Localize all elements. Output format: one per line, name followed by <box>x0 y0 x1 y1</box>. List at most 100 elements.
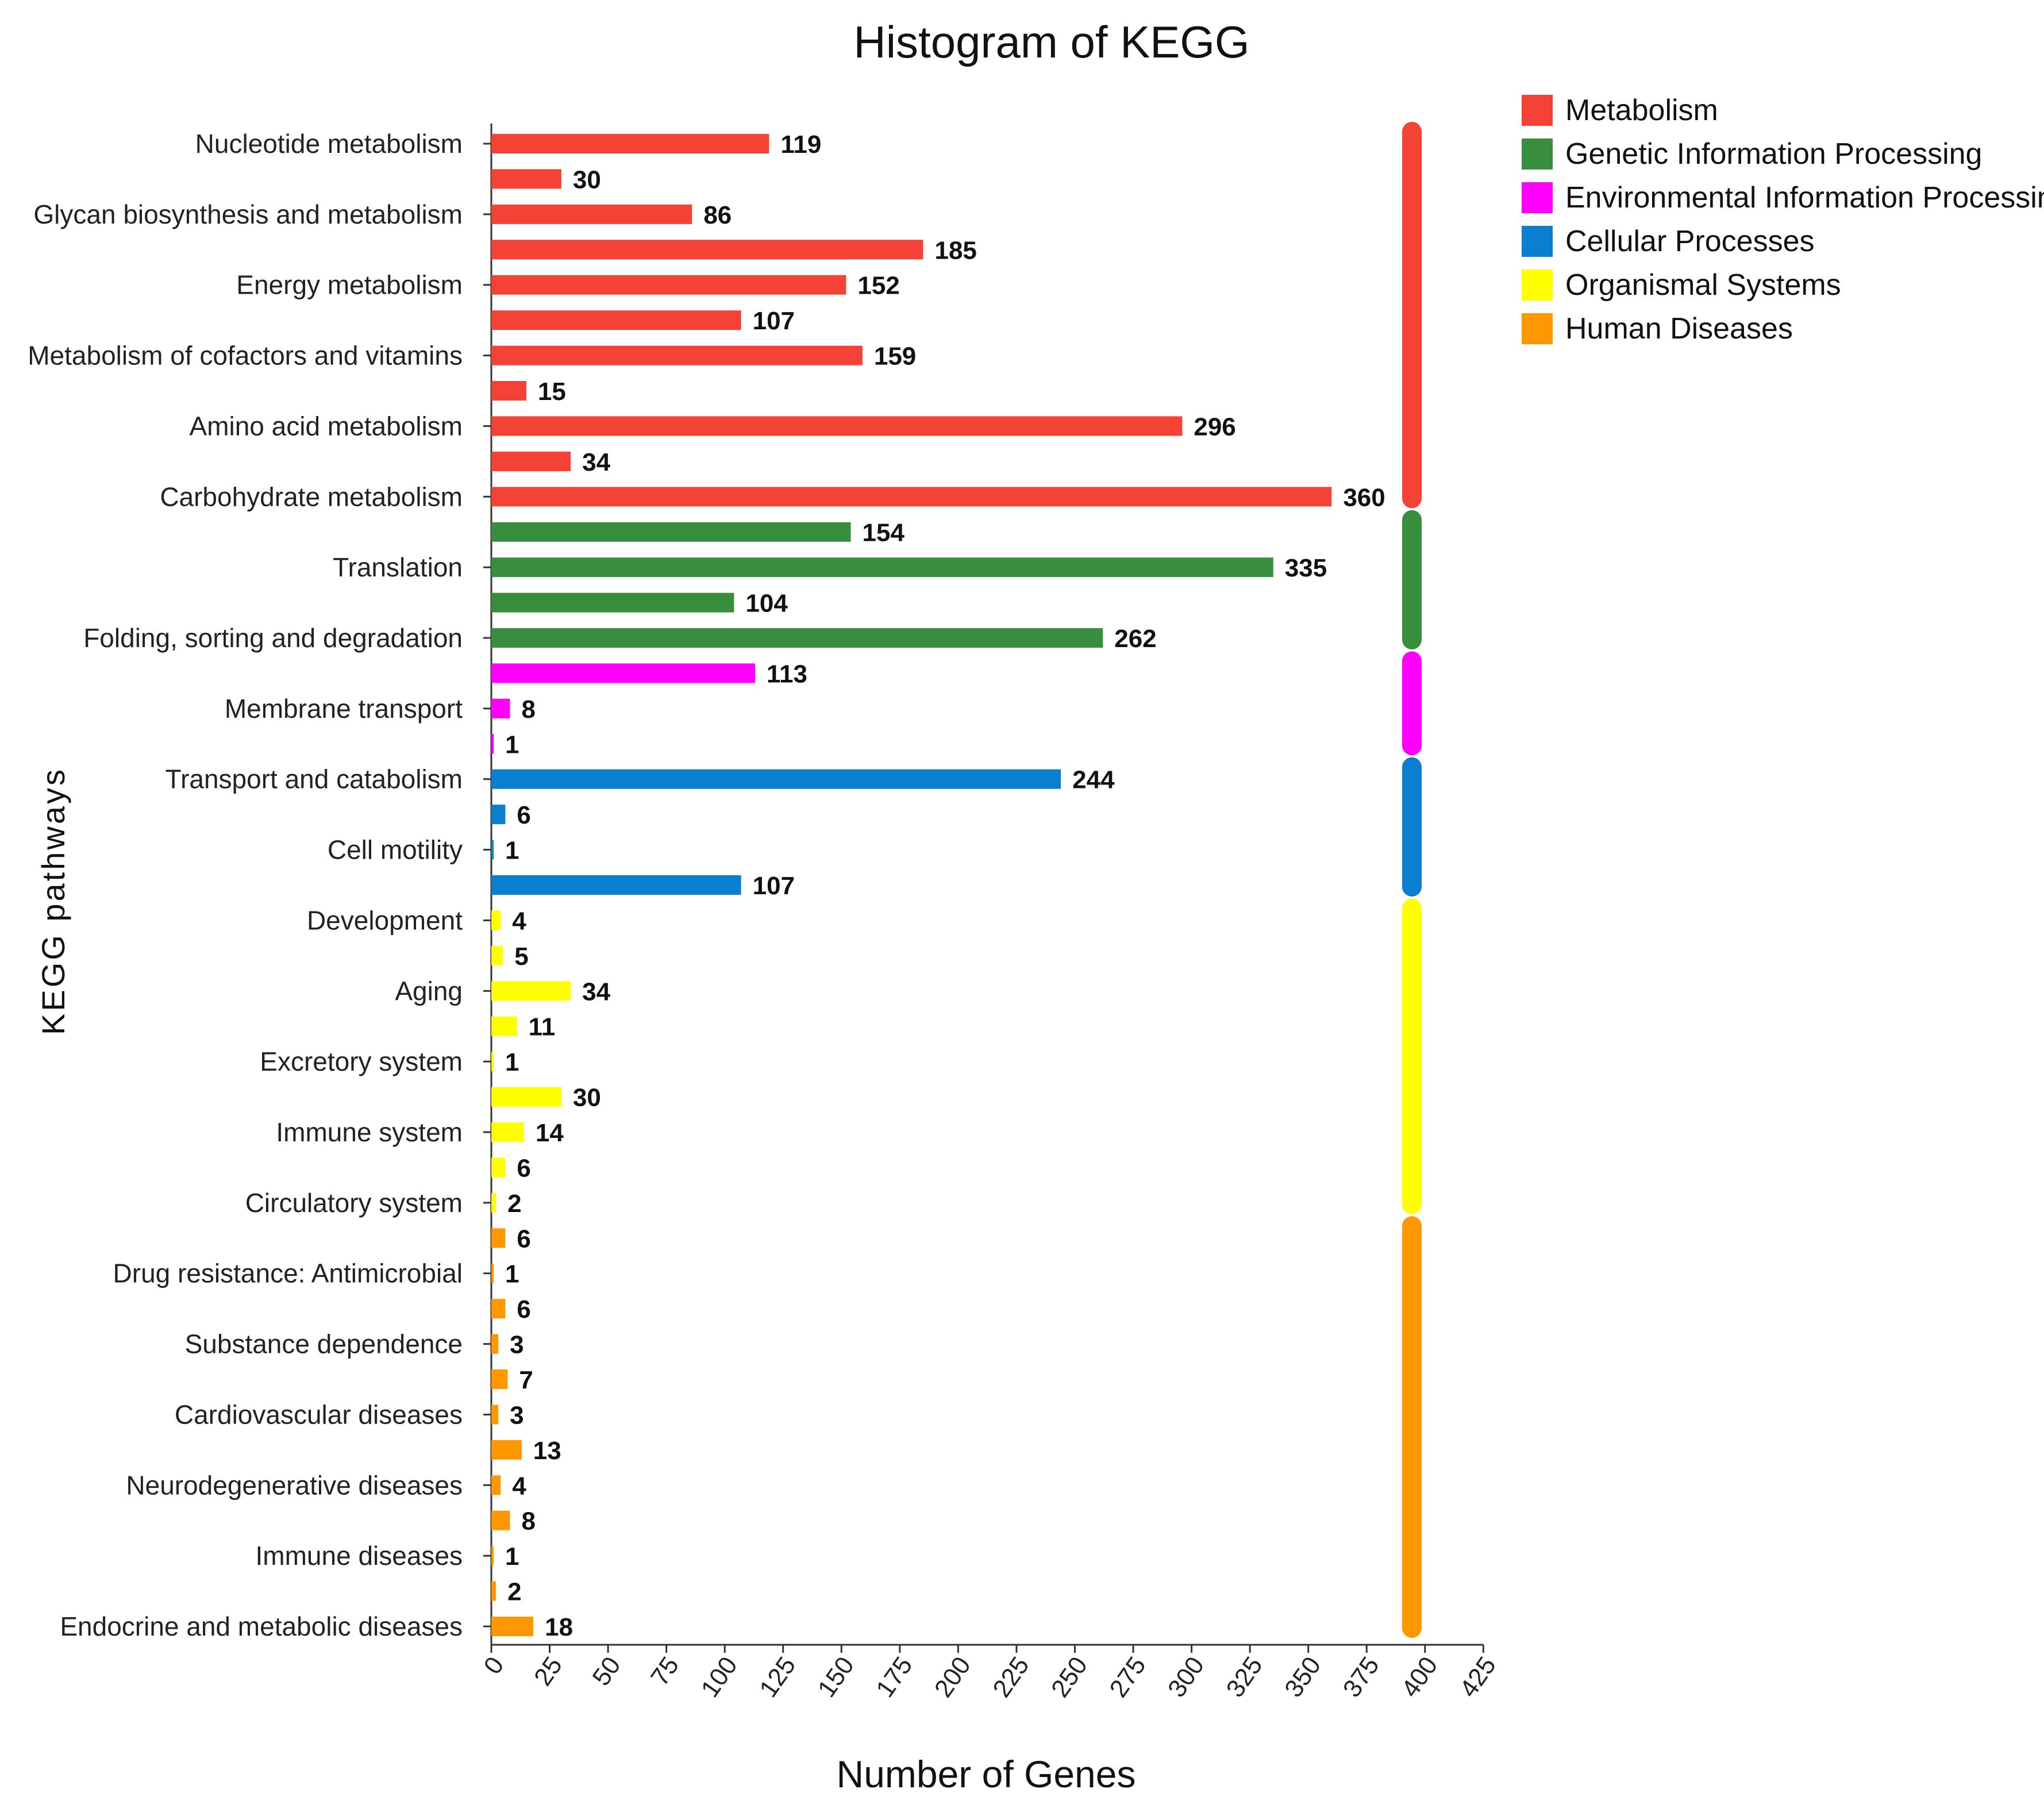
bar <box>491 1581 496 1601</box>
category-band <box>1402 898 1422 1214</box>
category-label: Amino acid metabolism <box>189 411 463 441</box>
bar-value-label: 360 <box>1343 483 1385 511</box>
bar-value-label: 8 <box>521 695 535 724</box>
bar <box>491 593 734 613</box>
legend-label: Genetic Information Processing <box>1565 137 1982 171</box>
bar <box>491 1122 524 1142</box>
bar-value-label: 1 <box>505 837 519 865</box>
category-band <box>1402 1216 1422 1638</box>
category-label: Drug resistance: Antimicrobial <box>113 1259 463 1288</box>
x-tick-label: 50 <box>587 1652 626 1691</box>
bar <box>491 1617 534 1636</box>
bar-value-label: 244 <box>1072 766 1115 794</box>
bar-value-label: 152 <box>857 272 899 300</box>
category-label: Substance dependence <box>185 1329 463 1359</box>
x-tick-label: 225 <box>987 1652 1034 1702</box>
bar-value-label: 119 <box>780 130 821 159</box>
bar <box>491 840 494 860</box>
bar <box>491 628 1103 648</box>
category-label: Neurodegenerative diseases <box>126 1470 463 1500</box>
chart-title: Histogram of KEGG <box>853 17 1249 67</box>
x-tick-label: 275 <box>1104 1652 1151 1702</box>
category-label: Endocrine and metabolic diseases <box>60 1611 463 1641</box>
bar-value-label: 2 <box>507 1190 521 1218</box>
category-bands <box>1402 122 1422 1638</box>
category-label: Translation <box>333 552 463 582</box>
bar <box>491 204 692 224</box>
bar-value-label: 1 <box>505 730 519 759</box>
bar <box>491 1192 496 1213</box>
bar-value-label: 18 <box>545 1613 573 1641</box>
bar-value-label: 30 <box>573 166 601 194</box>
legend-label: Human Diseases <box>1565 312 1793 345</box>
bar-value-label: 4 <box>512 1472 526 1500</box>
x-tick-label: 375 <box>1338 1652 1385 1702</box>
bar <box>491 1263 494 1283</box>
bar <box>491 805 506 825</box>
axes: 0 25 50 75 100 125 150 175 200 225 250 275 300 325 350… <box>28 124 1502 1702</box>
bar-value-label: 34 <box>582 448 610 476</box>
legend-swatch <box>1522 226 1553 257</box>
category-label: Metabolism of cofactors and vitamins <box>28 341 463 371</box>
x-tick-label: 75 <box>645 1652 684 1691</box>
category-label: Glycan biosynthesis and metabolism <box>33 199 463 229</box>
bar-value-label: 159 <box>874 343 916 371</box>
category-label: Folding, sorting and degradation <box>83 623 463 653</box>
x-tick-label: 150 <box>813 1652 860 1702</box>
bar-value-label: 7 <box>519 1366 533 1394</box>
bar <box>491 522 851 542</box>
category-label: Development <box>307 905 463 935</box>
bar <box>491 1334 499 1354</box>
bar <box>491 1052 494 1072</box>
bar-value-label: 6 <box>517 1295 530 1324</box>
bar-value-label: 86 <box>703 201 732 229</box>
legend: Metabolism Genetic Information Processing… <box>1522 94 2044 345</box>
category-band <box>1402 510 1422 649</box>
bar <box>491 557 1273 578</box>
bar-value-label: 104 <box>745 590 788 618</box>
x-tick-label: 175 <box>871 1652 918 1702</box>
bar-value-label: 262 <box>1114 625 1156 653</box>
bar <box>491 1299 506 1319</box>
legend-label: Environmental Information Processing <box>1565 181 2044 214</box>
x-tick-label: 200 <box>929 1652 976 1702</box>
bar-value-label: 1 <box>505 1542 519 1571</box>
bar <box>491 381 526 401</box>
category-band <box>1402 122 1422 509</box>
bar-value-label: 13 <box>533 1437 561 1465</box>
legend-swatch <box>1522 95 1553 126</box>
x-axis-label: Number of Genes <box>837 1753 1136 1795</box>
bar-value-label: 335 <box>1285 554 1327 582</box>
bar <box>491 240 923 260</box>
bar <box>491 1475 501 1495</box>
bar <box>491 416 1183 436</box>
bar <box>491 169 561 189</box>
bar <box>491 134 769 153</box>
bar-value-label: 15 <box>538 378 566 406</box>
x-tick-label: 25 <box>529 1652 568 1691</box>
category-band <box>1402 651 1422 756</box>
category-label: Circulatory system <box>245 1188 463 1218</box>
bar <box>491 310 741 330</box>
x-tick-label: 400 <box>1396 1652 1443 1702</box>
bar <box>491 1016 517 1036</box>
category-label: Immune system <box>276 1117 463 1147</box>
category-label: Excretory system <box>260 1047 463 1076</box>
legend-swatch <box>1522 313 1553 344</box>
bar <box>491 1546 494 1566</box>
category-label: Cardiovascular diseases <box>175 1399 463 1429</box>
legend-swatch <box>1522 270 1553 301</box>
x-tick-label: 300 <box>1162 1652 1210 1702</box>
bar-value-label: 11 <box>529 1013 556 1041</box>
legend-label: Cellular Processes <box>1565 225 1815 258</box>
bar-value-label: 113 <box>767 660 807 688</box>
category-label: Carbohydrate metabolism <box>160 482 463 511</box>
x-tick-label: 250 <box>1046 1652 1093 1702</box>
category-label: Immune diseases <box>256 1541 463 1571</box>
legend-label: Organismal Systems <box>1565 268 1841 302</box>
bar <box>491 1228 506 1248</box>
bar-value-label: 1 <box>505 1048 519 1076</box>
legend-swatch <box>1522 182 1553 213</box>
